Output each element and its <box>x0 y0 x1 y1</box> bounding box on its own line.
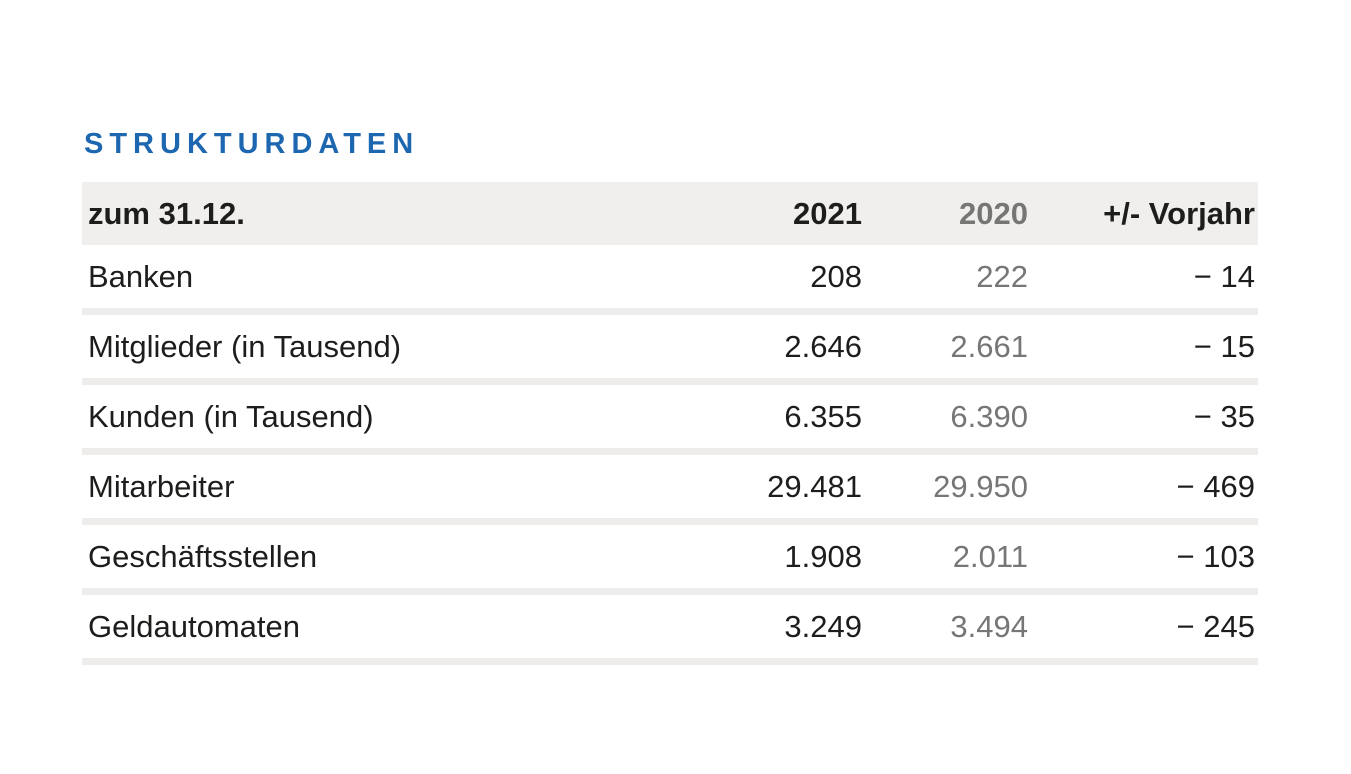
table-row: Mitglieder (in Tausend) 2.646 2.661 − 15 <box>82 315 1258 385</box>
value-2021: 208 <box>810 258 862 294</box>
row-label: Geschäftsstellen <box>88 538 318 574</box>
row-label: Kunden (in Tausend) <box>88 398 374 434</box>
row-label: Banken <box>88 258 194 294</box>
value-diff: − 15 <box>1193 328 1255 364</box>
table-row: Geldautomaten 3.249 3.494 − 245 <box>82 595 1258 665</box>
strukturdaten-table: zum 31.12. 2021 2020 +/- Vorjahr Banken … <box>82 182 1258 665</box>
value-2020: 2.661 <box>950 328 1028 364</box>
row-label: Geldautomaten <box>88 608 300 644</box>
value-2020: 3.494 <box>950 608 1028 644</box>
value-diff: − 14 <box>1193 258 1255 294</box>
table-row: Kunden (in Tausend) 6.355 6.390 − 35 <box>82 385 1258 455</box>
value-2021: 1.908 <box>784 538 862 574</box>
table-row: Banken 208 222 − 14 <box>82 245 1258 315</box>
table-header-row: zum 31.12. 2021 2020 +/- Vorjahr <box>82 182 1258 245</box>
column-header-period: zum 31.12. <box>88 195 245 231</box>
value-2021: 29.481 <box>767 468 862 504</box>
column-header-2020: 2020 <box>959 195 1028 231</box>
row-label: Mitglieder (in Tausend) <box>88 328 402 364</box>
table-body: Banken 208 222 − 14 Mitglieder (in Tause… <box>82 245 1258 665</box>
value-2021: 6.355 <box>784 398 862 434</box>
value-diff: − 103 <box>1176 538 1255 574</box>
value-diff: − 35 <box>1193 398 1255 434</box>
value-2020: 2.011 <box>952 538 1028 574</box>
table-row: Mitarbeiter 29.481 29.950 − 469 <box>82 455 1258 525</box>
value-2021: 2.646 <box>784 328 862 364</box>
value-2020: 222 <box>976 258 1028 294</box>
column-header-delta: +/- Vorjahr <box>1103 195 1255 231</box>
value-2021: 3.249 <box>784 608 862 644</box>
section-title: STRUKTURDATEN <box>84 128 420 160</box>
column-header-2021: 2021 <box>793 195 862 231</box>
row-label: Mitarbeiter <box>88 468 235 504</box>
value-diff: − 245 <box>1176 608 1255 644</box>
value-2020: 29.950 <box>933 468 1028 504</box>
value-2020: 6.390 <box>950 398 1028 434</box>
value-diff: − 469 <box>1176 468 1255 504</box>
table-row: Geschäftsstellen 1.908 2.011 − 103 <box>82 525 1258 595</box>
